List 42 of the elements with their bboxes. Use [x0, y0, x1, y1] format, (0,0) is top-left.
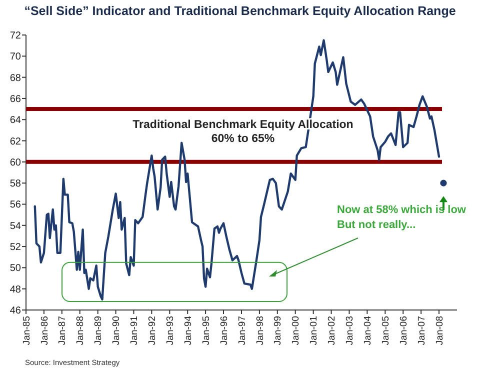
- x-tick-label: Jan-91: [129, 316, 140, 346]
- x-tick-label: Jan-89: [93, 316, 104, 346]
- y-tick-label: 56: [10, 200, 22, 211]
- y-tick-label: 66: [10, 94, 22, 105]
- annotation: But not really...: [337, 219, 416, 231]
- x-tick-label: Jan-93: [164, 316, 176, 346]
- annotation: 60% to 65%: [211, 133, 275, 146]
- x-tick-label: Jan-92: [146, 316, 158, 346]
- x-tick-label: Jan-98: [254, 316, 266, 346]
- y-tick-label: 48: [10, 284, 22, 296]
- y-tick-label: 46: [10, 306, 22, 316]
- x-tick-label: Jan-87: [57, 316, 68, 346]
- x-tick-label: Jan-95: [200, 316, 212, 346]
- x-tick-label: Jan-03: [344, 316, 356, 346]
- x-tick-label: Jan-96: [218, 316, 230, 346]
- x-tick-label: Jan-08: [434, 316, 446, 346]
- x-tick-label: Jan-97: [236, 316, 248, 346]
- y-tick-label: 50: [10, 263, 22, 274]
- chart-title: “Sell Side” Indicator and Traditional Benchmark Equity Allocation Range: [24, 4, 456, 18]
- annotation: Now at 58% which is low: [337, 204, 466, 216]
- y-tick-label: 52: [10, 242, 22, 254]
- y-tick-label: 64: [10, 115, 22, 126]
- x-tick-label: Jan-90: [111, 316, 122, 346]
- x-tick-label: Jan-01: [308, 316, 320, 346]
- y-tick-label: 72: [10, 30, 22, 42]
- x-tick-label: Jan-88: [75, 316, 86, 346]
- y-tick-label: 58: [10, 178, 22, 190]
- x-tick-label: Jan-99: [272, 316, 284, 346]
- y-tick-label: 60: [10, 157, 22, 168]
- y-tick-label: 68: [10, 72, 22, 84]
- x-tick-label: Jan-04: [362, 316, 374, 346]
- x-tick-label: Jan-07: [416, 316, 428, 346]
- y-tick-label: 54: [10, 220, 22, 232]
- x-tick-label: Jan-05: [380, 316, 392, 346]
- y-tick-label: 62: [10, 136, 22, 148]
- y-tick-label: 70: [10, 52, 22, 63]
- x-tick-label: Jan-85: [21, 316, 32, 346]
- x-tick-label: Jan-06: [398, 316, 410, 346]
- x-tick-label: Jan-86: [39, 316, 50, 346]
- x-tick-label: Jan-00: [290, 316, 302, 346]
- x-tick-label: Jan-02: [326, 316, 338, 346]
- x-tick-label: Jan-94: [182, 316, 194, 346]
